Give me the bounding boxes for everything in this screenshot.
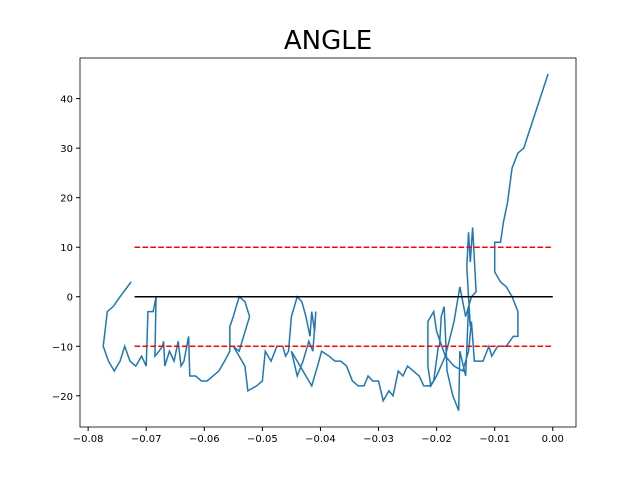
x-tick-label: −0.07 <box>131 434 162 445</box>
y-tick-label: −10 <box>52 342 73 353</box>
x-tick-label: −0.03 <box>363 434 394 445</box>
x-tick-label: −0.08 <box>73 434 104 445</box>
x-tick-label: −0.04 <box>305 434 336 445</box>
y-tick-label: 30 <box>60 144 73 155</box>
x-tick-label: −0.02 <box>421 434 452 445</box>
chart-title: ANGLE <box>284 26 372 56</box>
y-tick-label: 10 <box>60 243 73 254</box>
y-tick-label: 20 <box>60 194 73 205</box>
y-tick-label: 40 <box>60 95 73 106</box>
y-tick-label: 0 <box>67 293 73 304</box>
x-tick-label: 0.00 <box>542 434 564 445</box>
y-tick-label: −20 <box>52 392 73 403</box>
plot-frame <box>79 57 577 428</box>
x-tick-label: −0.06 <box>189 434 220 445</box>
data-line <box>102 73 549 411</box>
x-tick-label: −0.01 <box>479 434 510 445</box>
x-tick-label: −0.05 <box>247 434 278 445</box>
